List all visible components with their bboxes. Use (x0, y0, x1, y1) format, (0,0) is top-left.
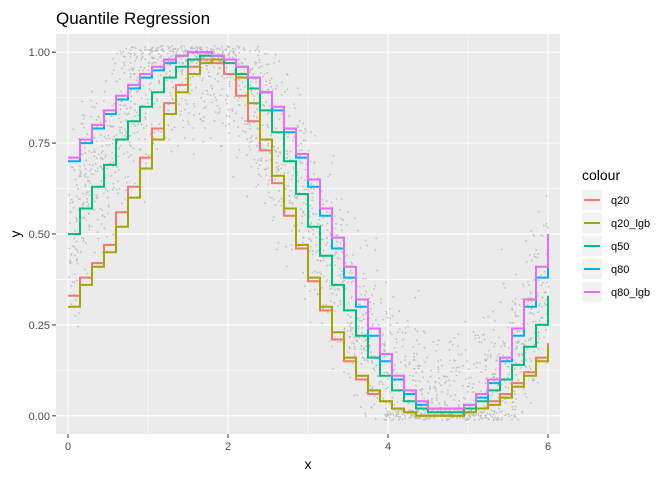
legend: colour q20 q20_lgb q50 q80 q80_lgb (582, 167, 650, 302)
y-tick-label: 0.00 (29, 411, 50, 423)
y-tick-label: 0.75 (29, 138, 50, 150)
series-line-q80-lgb (68, 51, 549, 410)
y-axis-ticks: 0.00 0.25 0.50 0.75 1.00 (29, 47, 56, 423)
x-axis-ticks: 0 2 4 6 (65, 434, 551, 453)
x-tick-label: 6 (545, 441, 551, 453)
x-axis-label: x (305, 456, 312, 472)
y-tick-label: 0.25 (29, 320, 50, 332)
chart-title: Quantile Regression (56, 9, 210, 28)
legend-label-q80: q80 (611, 264, 629, 276)
y-axis-label: y (7, 231, 23, 238)
legend-label-q80-lgb: q80_lgb (611, 287, 650, 299)
series-line-q20-lgb (68, 58, 549, 417)
x-tick-label: 2 (225, 441, 231, 453)
series-line-q50 (68, 54, 549, 414)
y-tick-label: 1.00 (29, 47, 50, 59)
legend-label-q20: q20 (611, 195, 629, 207)
x-tick-label: 4 (385, 441, 391, 453)
legend-label-q50: q50 (611, 241, 629, 253)
x-tick-label: 0 (65, 441, 71, 453)
legend-title: colour (582, 167, 620, 183)
legend-label-q20-lgb: q20_lgb (611, 218, 650, 230)
y-tick-label: 0.50 (29, 229, 50, 241)
quantile-lines (68, 51, 549, 417)
